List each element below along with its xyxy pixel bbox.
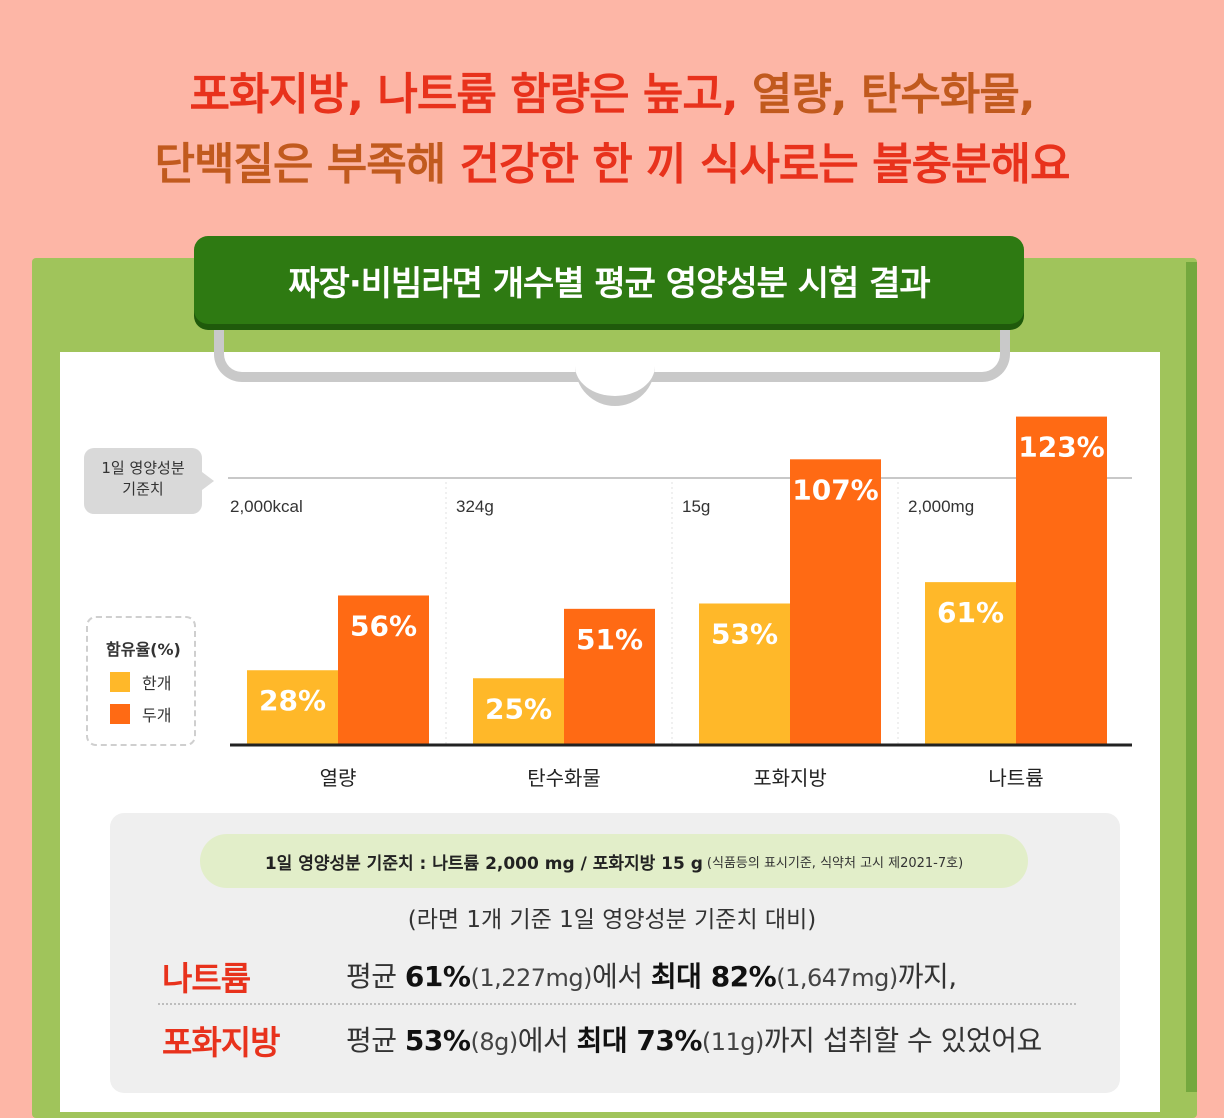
chart-title: 짜장·비빔라면 개수별 평균 영양성분 시험 결과 [194, 236, 1024, 324]
row-label-sodium: 나트륨 [162, 959, 251, 998]
reference-note-main: 1일 영양성분 기준치 : 나트륨 2,000 mg / 포화지방 15 g [264, 853, 703, 874]
bar-two-packs [338, 595, 429, 745]
reference-note: 1일 영양성분 기준치 : 나트륨 2,000 mg / 포화지방 15 g (식… [200, 834, 1028, 888]
row-label-saturated-fat: 포화지방 [162, 1023, 280, 1062]
bar-value-label: 107% [792, 473, 879, 506]
clipboard-board-edge [1186, 262, 1197, 1092]
row-avg-pct: 61% [404, 960, 471, 993]
legend-item-one-pack: 한개 [110, 670, 171, 694]
bar-value-label: 56% [350, 609, 417, 642]
bar-value-label: 61% [937, 596, 1004, 629]
headline-part-1a: 포화지방, 나트륨 함량은 높고, [189, 69, 752, 120]
bar-one-pack [925, 582, 1016, 745]
bar-two-packs [1016, 416, 1107, 745]
row-tail: 까지 섭취할 수 있었어요 [763, 1024, 1042, 1057]
bar-chart: 2,000kcal 28% 56% 열량 324g 25% 51% 탄수화물 15g 53% 107… [228, 416, 1132, 790]
reference-tag-line-1: 1일 영양성분 [101, 459, 185, 477]
category-label: 탄수화물 [527, 766, 601, 790]
bar-value-label: 25% [485, 692, 552, 725]
row-avg-amount: (8g) [470, 1028, 518, 1056]
bar-one-pack [699, 603, 790, 745]
legend-swatch-two-packs [110, 704, 130, 724]
headline-part-2b: 건강한 한 끼 식사로는 불충분해요 [459, 139, 1071, 190]
reference-tag: 1일 영양성분 기준치 [84, 448, 214, 514]
legend-label-one-pack: 한개 [142, 674, 172, 693]
reference-value-label: 2,000mg [908, 497, 974, 516]
bar-value-label: 123% [1018, 431, 1105, 464]
row-max: 최대 73% [576, 1024, 703, 1057]
row-mid: 에서 [592, 960, 651, 993]
headline-line-2: 단백질은 부족해 건강한 한 끼 식사로는 불충분해요 [0, 128, 1224, 192]
category-label: 열량 [320, 766, 357, 790]
reference-value-label: 324g [456, 497, 494, 516]
legend-swatch-one-pack [110, 672, 130, 692]
headline-line-1: 포화지방, 나트륨 함량은 높고, 열량, 탄수화물, [0, 58, 1224, 122]
legend-item-two-packs: 두개 [110, 702, 171, 726]
reference-value-label: 15g [682, 497, 710, 516]
headline-part-1b: 열량, 탄수화물, [751, 69, 1036, 120]
category-label: 포화지방 [753, 766, 827, 790]
row-divider [158, 1003, 1076, 1005]
headline-part-2a: 단백질은 부족해 [154, 139, 460, 190]
row-text-saturated-fat: 평균 53%(8g)에서 최대 73%(11g)까지 섭취할 수 있었어요 [346, 1019, 1042, 1059]
bar-two-packs [790, 459, 881, 745]
bar-value-label: 28% [259, 684, 326, 717]
row-max-amount: (1,647mg) [776, 964, 898, 992]
category-label: 나트륨 [988, 766, 1043, 790]
bar-value-label: 53% [711, 617, 778, 650]
row-text-sodium: 평균 61%(1,227mg)에서 최대 82%(1,647mg)까지, [346, 955, 957, 995]
reference-value-label: 2,000kcal [230, 497, 303, 516]
row-max-amount: (11g) [701, 1028, 765, 1056]
row-avg-word: 평균 [346, 1024, 405, 1057]
bar-two-packs [564, 608, 655, 745]
row-max: 최대 82% [650, 960, 777, 993]
row-avg-amount: (1,227mg) [470, 964, 592, 992]
row-avg-word: 평균 [346, 960, 405, 993]
reference-note-source: (식품등의 표시기준, 식약처 고시 제2021-7호) [706, 855, 964, 871]
bar-one-pack [473, 678, 564, 745]
comparison-subhead: (라면 1개 기준 1일 영양성분 기준치 대비) [407, 907, 817, 933]
legend: 함유율(%) 한개 두개 [86, 616, 196, 746]
legend-label-two-packs: 두개 [142, 706, 172, 725]
bar-one-pack [247, 670, 338, 745]
bar-value-label: 51% [576, 623, 643, 656]
row-mid: 에서 [517, 1024, 577, 1057]
row-avg-pct: 53% [404, 1024, 471, 1057]
row-tail: 까지, [897, 960, 957, 993]
reference-tag-line-2: 기준치 [122, 480, 164, 498]
legend-title: 함유율(%) [106, 640, 181, 659]
